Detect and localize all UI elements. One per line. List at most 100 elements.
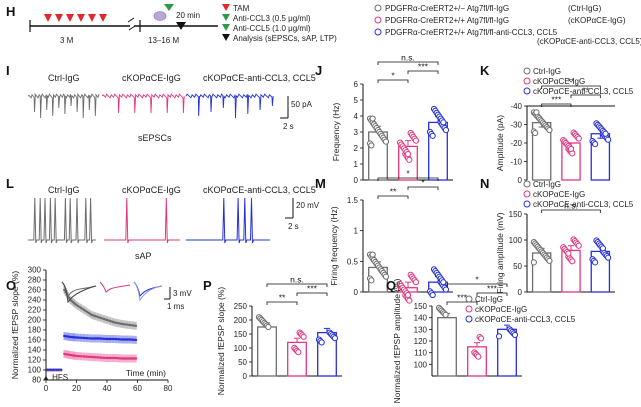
data-point [530, 259, 537, 266]
y-axis-label: Amplitude (pA) [495, 115, 505, 171]
y-tick-label: -10 [510, 158, 522, 167]
x-axis-label: Time (min) [126, 368, 166, 378]
data-point [602, 130, 609, 137]
y-axis-label: Frequency (Hz) [331, 103, 341, 162]
significance-label: ** [582, 86, 589, 96]
legend-q: Ctrl-IgG cKOPαCE-IgG cKOPαCE-anti-CCL3, … [465, 295, 576, 324]
trace-label-i-cko: cKOPαCE-IgG [122, 73, 181, 83]
data-point [368, 142, 375, 149]
data-point [382, 138, 390, 145]
y-tick-label: 1 [354, 227, 359, 236]
tam-arrow-icon [55, 14, 63, 22]
significance-label: n.s. [564, 201, 578, 211]
age-start-label: 3 M [60, 36, 74, 45]
y-tick-label: 300 [28, 266, 42, 275]
significance-bracket [407, 186, 439, 190]
series-point [63, 288, 66, 292]
y-tick-label: 250 [234, 302, 248, 311]
significance-bracket [407, 70, 439, 74]
significance-bracket [570, 94, 601, 98]
significance-label: *** [418, 62, 429, 72]
age-end-label: 13–16 M [148, 36, 179, 45]
epsp-inset-traces: 3 mV 1 ms [61, 281, 192, 311]
legend-n: Ctrl-IgG cKOPαCE-IgG cKOPαCE-anti-CCL3, … [523, 180, 634, 209]
data-point [477, 335, 485, 342]
legend-q-treat: cKOPαCE-anti-CCL3, CCL5 [475, 315, 576, 324]
scale-o-y: 3 mV [173, 289, 192, 298]
data-point [475, 353, 482, 360]
y-tick-label: 0 [243, 372, 248, 381]
panel-label-k: K [480, 63, 490, 78]
y-tick-label: 200 [28, 316, 42, 325]
legend-h-ccl5: Anti-CCL5 (1.0 μg/ml) [233, 24, 311, 33]
y-tick-label: 50 [238, 358, 247, 367]
panel-label-m: M [315, 176, 326, 191]
panel-label-n: N [480, 176, 489, 191]
scale-i-y: 50 pA [291, 100, 313, 109]
trace-label-i-ctrl: Ctrl-IgG [48, 73, 80, 83]
y-axis-label: Normalized fEPSP slope (%) [216, 287, 226, 396]
y-tick-label: 100 [234, 344, 248, 353]
panel-label-j: J [315, 63, 322, 78]
data-point [440, 119, 447, 126]
y-axis-label: Normalized fEPSP slope (%) [10, 271, 20, 380]
group-treat-abbr: (cKOPαCE-anti-CCL3, CCL5) [537, 37, 641, 46]
y-tick-label: 220 [28, 306, 42, 315]
chart-q: 100 110 120 130 140 150 Normalized fEPSP ampli… [392, 275, 522, 404]
sap-trace [28, 197, 96, 244]
y-tick-label: 4 [354, 112, 359, 121]
y-tick-label: 3 [354, 128, 359, 137]
significance-label: *** [457, 293, 468, 303]
data-point [382, 273, 390, 280]
y-tick-label: 120 [414, 337, 428, 346]
data-point [511, 331, 519, 339]
timeline-break [127, 17, 136, 31]
data-point [300, 333, 307, 340]
data-point [412, 137, 420, 144]
bar [437, 317, 457, 377]
significance-bracket [377, 61, 439, 65]
sepsc-trace [101, 93, 185, 114]
significance-bracket [476, 292, 508, 296]
event-label-l: sAP [135, 251, 152, 261]
significance-label: *** [307, 284, 318, 294]
legend-h-ccl3: Anti-CCL3 (0.5 μg/ml) [233, 14, 311, 23]
significance-bracket [541, 103, 572, 107]
data-point [429, 291, 436, 299]
data-point [442, 286, 450, 293]
injection-arrow-icon [164, 4, 174, 11]
sap-trace [186, 197, 270, 244]
y-tick-label: 120 [28, 356, 42, 365]
significance-label: * [475, 275, 479, 285]
data-point [318, 339, 325, 346]
group-cko-genotype: PDGFRα-CreERT2+/+ Atg7fl/fl-IgG [385, 16, 509, 25]
ccl5-legend-icon [222, 24, 230, 31]
y-tick-label: 50 [513, 262, 522, 271]
data-point [532, 129, 539, 137]
significance-label: ** [279, 293, 286, 303]
y-tick-label: 1.5 [347, 196, 359, 205]
data-point [429, 132, 436, 139]
x-tick-label: 60 [133, 384, 142, 393]
x-tick-label: 20 [72, 384, 81, 393]
panel-label-i: I [6, 63, 10, 78]
data-point [592, 141, 599, 148]
data-point [442, 126, 450, 134]
y-tick-label: -20 [510, 139, 522, 148]
y-tick-label: 0 [518, 176, 523, 185]
chart-n: 0 50 100 150 Firing amplitude (mV) n.s. [495, 201, 615, 297]
y-tick-label: 80 [32, 376, 41, 385]
y-tick-label: 160 [28, 336, 42, 345]
scale-l-x: 2 s [288, 222, 299, 231]
y-tick-label: 150 [234, 330, 248, 339]
y-tick-label: 100 [28, 366, 42, 375]
data-point [442, 311, 449, 318]
legend-h-tam: TAM [233, 4, 250, 13]
data-point [369, 251, 376, 258]
y-tick-label: 240 [28, 296, 42, 305]
significance-label: ** [568, 77, 575, 87]
data-point [331, 335, 339, 342]
significance-bracket [446, 283, 508, 287]
